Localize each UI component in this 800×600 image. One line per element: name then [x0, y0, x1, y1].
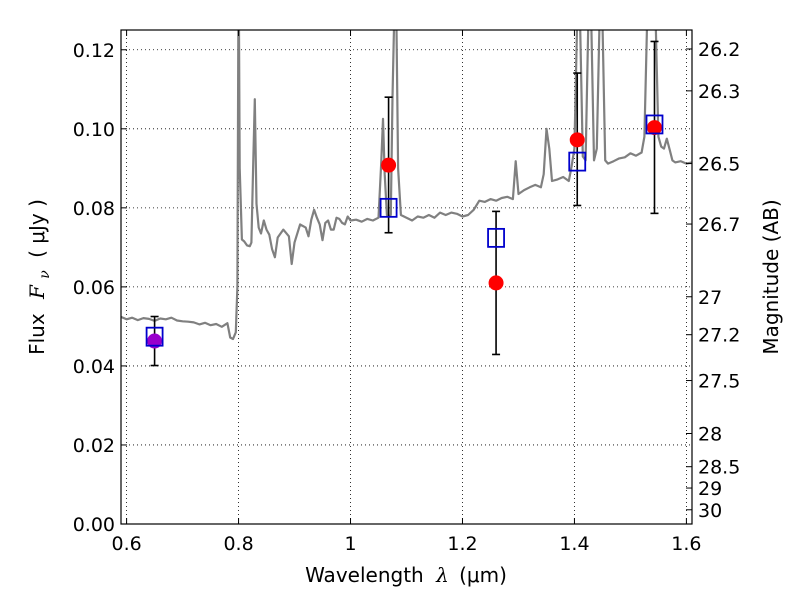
mag-tick-label: 30: [698, 500, 722, 522]
plot-frame: [120, 29, 693, 525]
mag-tick-label: 27: [698, 287, 722, 309]
y2-axis-title: Magnitude (AB): [759, 199, 783, 354]
mag-tick-label: 28: [698, 423, 722, 445]
mag-tick-label: 28.5: [698, 457, 740, 479]
mag-tick-label: 27.2: [698, 325, 740, 347]
y-tick-label: 0.00: [73, 514, 115, 536]
x-axis-title-symbol: λ: [435, 563, 449, 587]
y-tick-label: 0.12: [73, 40, 115, 62]
x-axis-title: Wavelength λ (μm): [305, 563, 507, 587]
grid: [121, 30, 692, 524]
model-point-square: [379, 197, 398, 218]
mag-tick-label: 26.3: [698, 81, 740, 103]
observed-point: [646, 120, 662, 136]
mag-tick-label: 26.2: [698, 39, 740, 61]
x-axis-title-unit: (μm): [459, 563, 507, 587]
x-axis-title-prefix: Wavelength: [305, 563, 424, 587]
tick-layer: 0.6 0.8 1 1.2 1.4 1.6 0.00 0.02 0.04 0.06 0.08 0.10…: [73, 30, 740, 555]
observed-point: [147, 333, 163, 349]
y-tick-label: 0.08: [73, 198, 115, 220]
model-point-square: [568, 151, 587, 172]
model-point-square: [145, 326, 164, 347]
y-tick-label: 0.10: [73, 119, 115, 141]
y-axis-title-subscript: ν: [37, 270, 53, 279]
spectrum-layer: [121, 30, 692, 341]
y-tick-label: 0.04: [73, 356, 115, 378]
observed-point: [569, 132, 585, 148]
model-layer: [145, 114, 664, 347]
observed-point: [381, 157, 397, 173]
x-tick-label: 1.4: [559, 533, 589, 555]
mag-tick-label: 29: [698, 478, 722, 500]
mag-tick-label: 26.5: [698, 154, 740, 176]
y-axis-title-symbol: F: [25, 284, 49, 300]
x-tick-label: 1.6: [671, 533, 701, 555]
x-tick-label: 1: [344, 533, 356, 555]
y-axis-title: Flux F ν ( μJy ): [25, 199, 54, 355]
model-point-square: [487, 227, 505, 248]
y-tick-label: 0.06: [73, 277, 115, 299]
mag-tick-label: 27.5: [698, 371, 740, 393]
observed-point: [488, 275, 504, 291]
y-axis-title-unit: ( μJy ): [25, 199, 49, 258]
model-point-square: [645, 114, 664, 135]
mag-tick-label: 26.7: [698, 214, 740, 236]
spectrum-line: [121, 30, 692, 341]
y-tick-label: 0.02: [73, 435, 115, 457]
y-axis-title-prefix: Flux: [25, 313, 49, 355]
x-tick-label: 0.8: [223, 533, 253, 555]
observed-layer: [147, 120, 662, 349]
x-tick-label: 0.6: [111, 533, 141, 555]
x-tick-label: 1.2: [447, 533, 477, 555]
